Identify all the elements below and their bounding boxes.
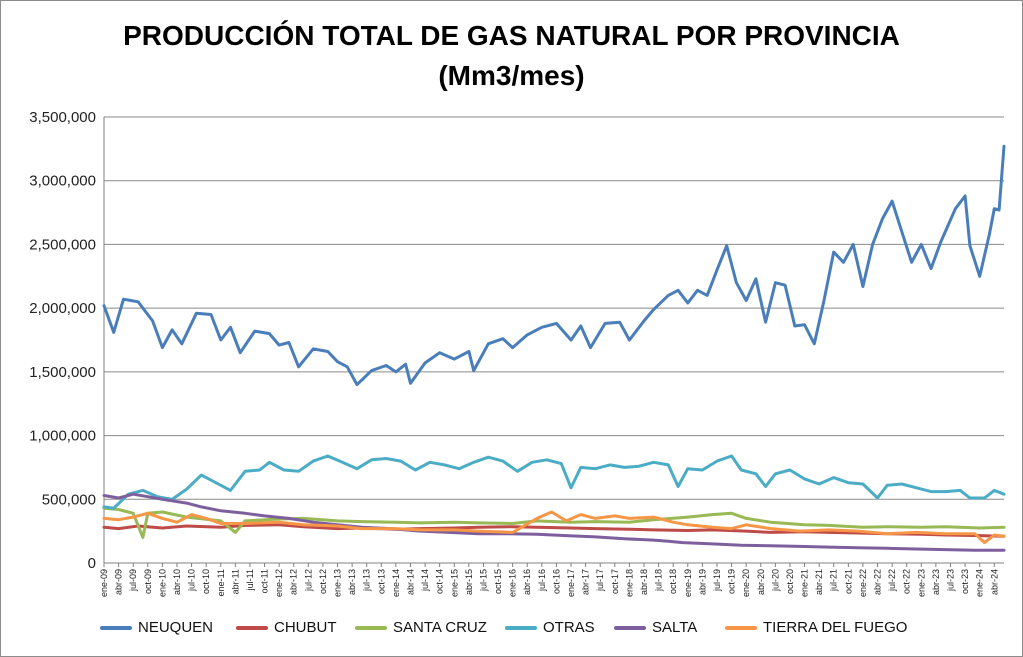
- x-tick-label: jul-15: [478, 569, 488, 592]
- x-tick-label: oct-16: [551, 569, 561, 594]
- x-tick-label: ene-19: [683, 569, 693, 597]
- chart-legend: NEUQUEN CHUBUT SANTA CRUZ OTRAS SALTA TIERRA …: [0, 619, 1023, 643]
- x-tick-label: abr-17: [581, 569, 591, 595]
- legend-label: NEUQUEN: [138, 619, 214, 636]
- chart-title: PRODUCCIÓN TOTAL DE GAS NATURAL POR PROV…: [123, 20, 900, 51]
- legend-label: OTRAS: [543, 619, 595, 636]
- x-tick-label: jul-16: [537, 569, 547, 592]
- x-tick-label: jul-13: [362, 569, 372, 592]
- chart-subtitle: (Mm3/mes): [438, 60, 585, 91]
- y-tick-label: 2,500,000: [29, 236, 96, 253]
- x-tick-label: oct-19: [727, 569, 737, 594]
- legend-swatch: [614, 625, 646, 630]
- x-tick-label: jul-09: [128, 569, 138, 592]
- x-tick-label: ene-22: [858, 569, 868, 597]
- x-tick-label: abr-16: [522, 569, 532, 595]
- legend-item: TIERRA DEL FUEGO: [725, 619, 907, 636]
- x-tick-label: jul-11: [245, 569, 255, 591]
- legend-item: SALTA: [614, 619, 697, 636]
- legend-swatch: [100, 625, 132, 630]
- x-tick-label: abr-14: [405, 569, 415, 595]
- legend-swatch: [725, 625, 757, 630]
- x-tick-label: jul-17: [595, 569, 605, 592]
- x-tick-label: ene-24: [975, 569, 985, 597]
- x-tick-label: jul-21: [829, 569, 839, 592]
- x-tick-label: abr-23: [931, 569, 941, 595]
- x-tick-label: oct-12: [318, 569, 328, 594]
- x-tick-label: oct-09: [143, 569, 153, 594]
- y-tick-label: 0: [88, 555, 96, 572]
- x-tick-label: ene-14: [391, 569, 401, 597]
- x-tick-label: jul-23: [945, 569, 955, 592]
- series-line-neuquen: [102, 144, 1006, 387]
- x-tick-label: abr-22: [873, 569, 883, 595]
- x-tick-label: ene-21: [800, 569, 810, 597]
- x-tick-label: ene-11: [216, 569, 226, 596]
- x-tick-label: ene-23: [916, 569, 926, 597]
- x-tick-label: abr-15: [464, 569, 474, 595]
- x-tick-label: jul-20: [770, 569, 780, 592]
- legend-label: CHUBUT: [274, 619, 337, 636]
- legend-item: NEUQUEN: [100, 619, 213, 636]
- legend-label: SALTA: [652, 619, 698, 636]
- x-tick-label: jul-19: [712, 569, 722, 592]
- y-tick-label: 1,500,000: [29, 364, 96, 381]
- x-tick-label: abr-24: [989, 569, 999, 595]
- x-tick-label: ene-18: [624, 569, 634, 597]
- legend-swatch: [355, 625, 387, 630]
- x-tick-label: ene-09: [99, 569, 109, 597]
- x-tick-label: ene-17: [566, 569, 576, 597]
- x-tick-label: oct-18: [668, 569, 678, 594]
- x-tick-label: abr-19: [697, 569, 707, 595]
- x-tick-label: abr-10: [172, 569, 182, 595]
- x-tick-label: oct-11: [260, 569, 270, 593]
- x-tick-label: ene-13: [333, 569, 343, 597]
- x-tick-label: ene-20: [741, 569, 751, 597]
- x-tick-label: jul-14: [420, 569, 430, 592]
- series-line-otras: [102, 454, 1006, 510]
- x-tick-label: ene-15: [449, 569, 459, 597]
- y-tick-label: 500,000: [42, 491, 96, 508]
- x-tick-label: abr-09: [114, 569, 124, 595]
- x-tick-label: oct-13: [376, 569, 386, 594]
- x-tick-label: ene-16: [508, 569, 518, 597]
- legend-label: SANTA CRUZ: [393, 619, 487, 636]
- x-tick-label: oct-21: [843, 569, 853, 594]
- x-tick-label: jul-18: [654, 569, 664, 592]
- legend-item: OTRAS: [505, 619, 595, 636]
- x-tick-label: oct-14: [435, 569, 445, 594]
- legend-item: CHUBUT: [236, 619, 337, 636]
- y-tick-label: 2,000,000: [29, 300, 96, 317]
- x-tick-label: oct-23: [960, 569, 970, 594]
- y-tick-label: 1,000,000: [29, 428, 96, 445]
- x-tick-label: abr-12: [289, 569, 299, 595]
- x-tick-label: jul-12: [303, 569, 313, 592]
- y-tick-label: 3,500,000: [29, 109, 96, 126]
- x-tick-label: ene-10: [157, 569, 167, 597]
- x-tick-label: oct-17: [610, 569, 620, 594]
- x-tick-label: jul-22: [887, 569, 897, 592]
- legend-swatch: [505, 625, 537, 630]
- legend-label: TIERRA DEL FUEGO: [763, 619, 908, 636]
- x-tick-label: oct-10: [201, 569, 211, 594]
- y-tick-label: 3,000,000: [29, 173, 96, 190]
- x-tick-label: ene-12: [274, 569, 284, 597]
- x-tick-label: oct-15: [493, 569, 503, 594]
- x-tick-label: abr-11: [230, 569, 240, 594]
- series-line-tierra-del-fuego: [102, 510, 1006, 545]
- legend-item: SANTA CRUZ: [355, 619, 487, 636]
- x-tick-label: jul-10: [187, 569, 197, 592]
- x-tick-label: abr-20: [756, 569, 766, 595]
- x-tick-label: abr-18: [639, 569, 649, 595]
- x-tick-label: abr-21: [814, 569, 824, 595]
- x-tick-label: oct-22: [902, 569, 912, 594]
- x-tick-label: abr-13: [347, 569, 357, 595]
- x-tick-label: oct-20: [785, 569, 795, 594]
- legend-swatch: [236, 625, 268, 630]
